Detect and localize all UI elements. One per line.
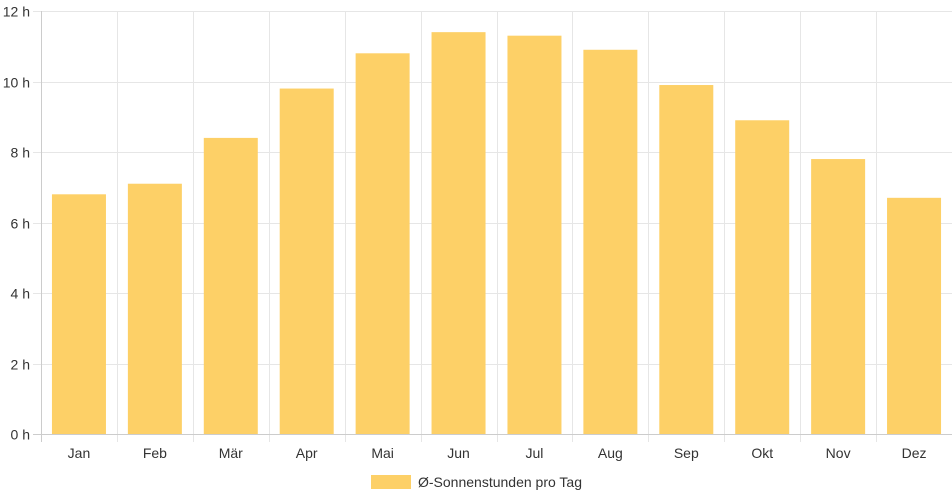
bar (355, 53, 410, 435)
bar (659, 85, 714, 435)
bar (583, 49, 638, 435)
bar (51, 194, 106, 434)
x-tick-label: Jun (447, 445, 470, 461)
legend-swatch[interactable] (371, 475, 411, 489)
axes (33, 11, 952, 442)
y-tick-label: 0 h (11, 427, 30, 443)
x-axis-ticks: Jan Feb Mär Apr Mai Jun Jul Aug Sep Okt Nov Dez (68, 445, 927, 461)
bar (811, 159, 866, 435)
x-tick-label: Feb (143, 445, 167, 461)
legend-label[interactable]: Ø-Sonnenstunden pro Tag (418, 474, 582, 490)
bar (735, 120, 790, 435)
bar (431, 32, 486, 435)
y-tick-label: 6 h (11, 216, 30, 232)
y-tick-label: 12 h (3, 4, 30, 20)
x-tick-label: Jul (526, 445, 544, 461)
bar (887, 197, 942, 434)
grid (33, 11, 952, 442)
bar (507, 35, 562, 435)
x-tick-label: Nov (826, 445, 851, 461)
y-tick-label: 4 h (11, 286, 30, 302)
bar (279, 88, 334, 435)
x-tick-label: Aug (598, 445, 623, 461)
x-tick-label: Mär (219, 445, 243, 461)
x-tick-label: Okt (751, 445, 773, 461)
x-tick-label: Mai (371, 445, 394, 461)
y-tick-label: 8 h (11, 145, 30, 161)
x-tick-label: Dez (902, 445, 927, 461)
y-axis-ticks: 0 h 2 h 4 h 6 h 8 h 10 h 12 h (3, 4, 30, 443)
bars (51, 32, 942, 435)
bar (203, 137, 258, 434)
y-tick-label: 2 h (11, 357, 30, 373)
legend[interactable]: Ø-Sonnenstunden pro Tag (371, 474, 582, 490)
x-tick-label: Sep (674, 445, 699, 461)
x-tick-label: Apr (296, 445, 318, 461)
bar (127, 183, 182, 434)
y-tick-label: 10 h (3, 75, 30, 91)
x-tick-label: Jan (68, 445, 91, 461)
